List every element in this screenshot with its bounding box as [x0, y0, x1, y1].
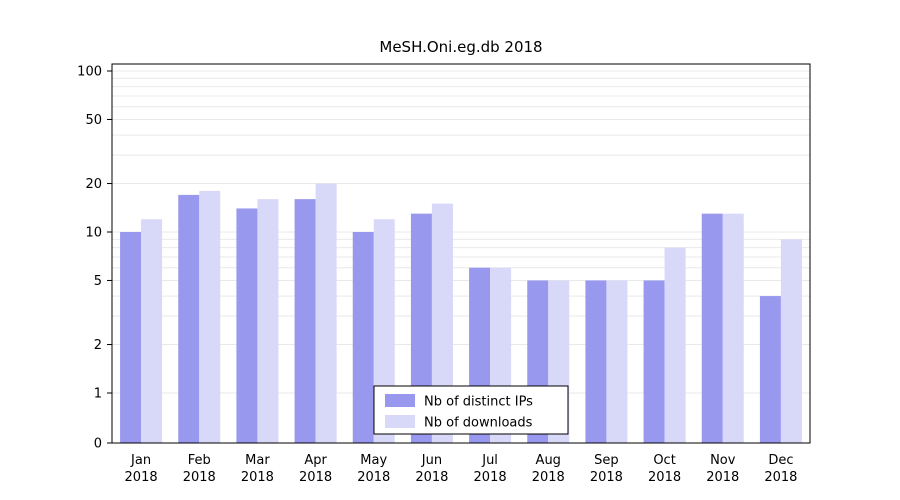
y-tick-label: 0 [94, 437, 102, 452]
bar-downloads [431, 203, 453, 443]
bar-downloads [606, 280, 628, 443]
bar-downloads [722, 213, 744, 443]
x-tick-year: 2018 [706, 470, 739, 485]
x-tick-year: 2018 [415, 470, 448, 485]
legend-swatch [385, 415, 415, 428]
x-tick-label: Jan [130, 453, 151, 468]
x-tick-year: 2018 [590, 470, 623, 485]
x-tick-label: Jun [421, 453, 442, 468]
x-tick-label: Feb [188, 453, 211, 468]
x-tick-label: Apr [304, 453, 327, 468]
x-tick-year: 2018 [299, 470, 332, 485]
legend-label: Nb of downloads [424, 416, 533, 431]
chart-title: MeSH.Oni.eg.db 2018 [379, 38, 543, 56]
y-tick-label: 20 [85, 177, 102, 192]
bar-distinct-ips [643, 280, 665, 443]
y-tick-label: 2 [94, 338, 102, 353]
bar-distinct-ips [759, 296, 781, 443]
bar-distinct-ips [294, 199, 316, 443]
bar-downloads [780, 239, 802, 443]
x-tick-label: Aug [536, 453, 561, 468]
bar-downloads [199, 190, 221, 443]
x-tick-year: 2018 [648, 470, 681, 485]
x-tick-label: Mar [245, 453, 270, 468]
bar-downloads [141, 219, 163, 443]
y-tick-label: 10 [85, 226, 102, 241]
x-tick-label: Sep [594, 453, 619, 468]
bar-distinct-ips [352, 232, 374, 443]
bar-distinct-ips [701, 213, 723, 443]
bar-downloads [664, 247, 686, 443]
bar-distinct-ips [178, 194, 200, 443]
x-tick-year: 2018 [125, 470, 158, 485]
bar-distinct-ips [585, 280, 607, 443]
legend-swatch [385, 394, 415, 407]
x-tick-year: 2018 [357, 470, 390, 485]
x-tick-year: 2018 [764, 470, 797, 485]
x-tick-label: Oct [653, 453, 675, 468]
y-tick-label: 5 [94, 274, 102, 289]
x-tick-label: Dec [768, 453, 793, 468]
x-tick-label: Nov [710, 453, 736, 468]
x-tick-year: 2018 [532, 470, 565, 485]
x-tick-year: 2018 [183, 470, 216, 485]
bar-downloads [315, 183, 337, 443]
y-tick-label: 1 [94, 387, 102, 402]
legend-label: Nb of distinct IPs [424, 395, 533, 410]
x-tick-year: 2018 [474, 470, 507, 485]
y-tick-label: 100 [77, 65, 102, 80]
bar-downloads [257, 199, 279, 443]
x-tick-year: 2018 [241, 470, 274, 485]
y-tick-label: 50 [85, 113, 102, 128]
x-tick-label: May [360, 453, 387, 468]
bar-distinct-ips [236, 208, 258, 443]
bar-distinct-ips [120, 232, 142, 443]
plot-border [111, 63, 811, 444]
x-tick-label: Jul [481, 453, 498, 468]
